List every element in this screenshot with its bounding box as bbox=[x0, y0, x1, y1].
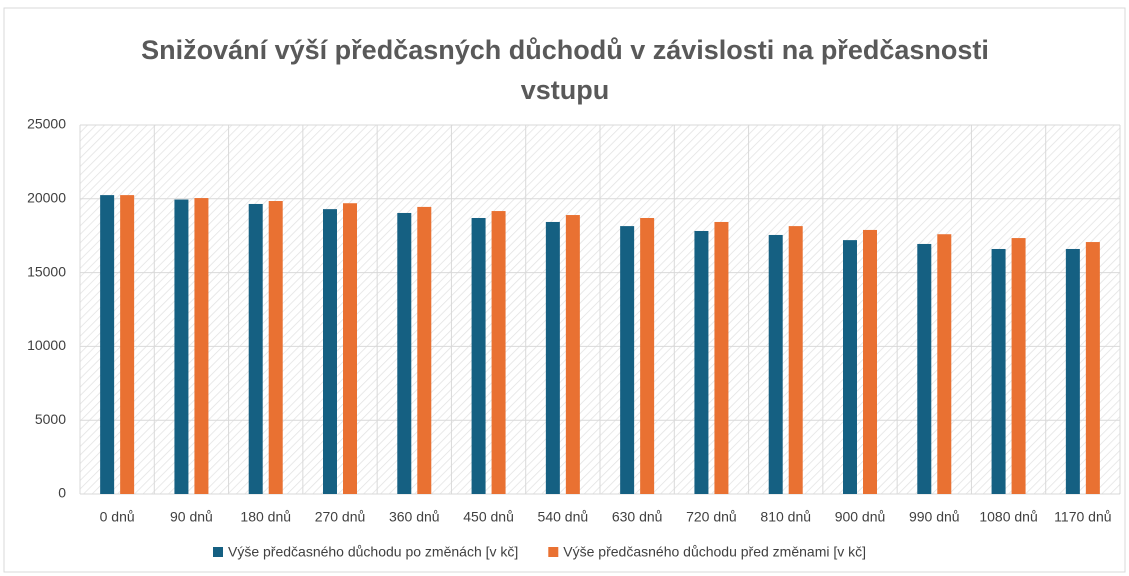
bar bbox=[917, 243, 932, 494]
bar bbox=[1011, 238, 1026, 494]
bar bbox=[991, 248, 1006, 494]
x-tick-label: 990 dnů bbox=[909, 509, 960, 525]
y-tick-label: 10000 bbox=[27, 337, 66, 353]
y-tick-label: 25000 bbox=[27, 116, 66, 132]
bar bbox=[100, 195, 115, 495]
bar bbox=[120, 195, 135, 495]
bar bbox=[863, 229, 877, 494]
x-tick-label: 540 dnů bbox=[538, 509, 589, 525]
bar bbox=[417, 206, 432, 494]
bar bbox=[714, 221, 729, 494]
chart-border bbox=[3, 7, 1126, 573]
bar bbox=[268, 201, 283, 494]
x-tick-label: 450 dnů bbox=[463, 509, 514, 525]
bar bbox=[1065, 248, 1080, 494]
legend-label: Výše předčasného důchodu po změnách [v k… bbox=[228, 544, 518, 560]
y-tick-label: 0 bbox=[58, 485, 66, 501]
bar bbox=[620, 226, 635, 494]
bar bbox=[397, 212, 412, 494]
y-tick-label: 5000 bbox=[35, 411, 66, 427]
bar bbox=[491, 211, 506, 495]
bar bbox=[565, 215, 580, 494]
chart-title: Snižování výší předčasných důchodů v záv… bbox=[141, 35, 989, 105]
x-tick-label: 630 dnů bbox=[612, 509, 663, 525]
bar bbox=[471, 217, 486, 494]
x-tick-label: 180 dnů bbox=[240, 509, 291, 525]
bar bbox=[694, 230, 709, 494]
bar bbox=[248, 203, 263, 494]
legend-swatch bbox=[548, 547, 559, 557]
bar bbox=[640, 217, 655, 494]
bar bbox=[545, 221, 560, 494]
bar bbox=[843, 240, 857, 494]
legend-label: Výše předčasného důchodu před změnami [v… bbox=[563, 544, 866, 560]
x-tick-label: 90 dnů bbox=[170, 509, 213, 525]
bar bbox=[343, 203, 357, 494]
x-tick-label: 1170 dnů bbox=[1054, 509, 1111, 525]
legend-swatch bbox=[213, 547, 223, 557]
x-tick-label: 0 dnů bbox=[100, 509, 135, 525]
bar bbox=[1085, 242, 1100, 494]
x-tick-label: 1080 dnů bbox=[979, 509, 1037, 525]
bar bbox=[768, 234, 783, 494]
y-tick-label: 20000 bbox=[27, 190, 66, 206]
x-tick-label: 810 dnů bbox=[760, 509, 811, 525]
bar bbox=[788, 226, 803, 494]
x-tick-label: 720 dnů bbox=[686, 509, 737, 525]
x-tick-label: 270 dnů bbox=[315, 509, 366, 525]
y-tick-label: 15000 bbox=[27, 263, 66, 279]
bar bbox=[937, 234, 952, 494]
bar bbox=[323, 209, 337, 494]
x-tick-label: 360 dnů bbox=[389, 509, 440, 525]
bar bbox=[194, 198, 209, 494]
x-tick-label: 900 dnů bbox=[835, 509, 886, 525]
bar bbox=[174, 199, 189, 494]
